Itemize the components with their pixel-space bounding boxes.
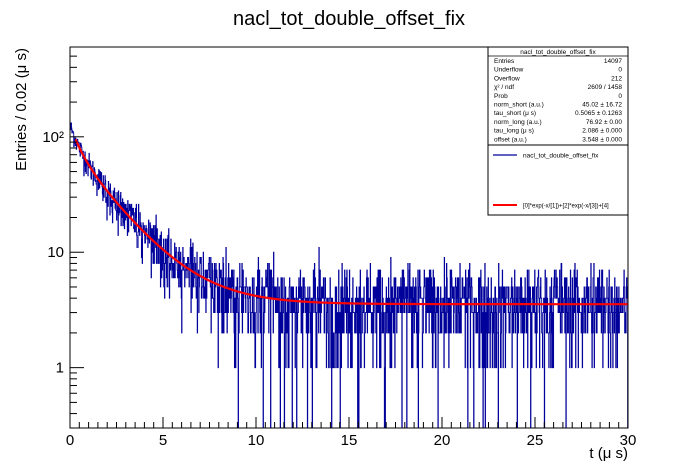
stats-row-label: χ² / ndf — [494, 84, 514, 91]
x-tick-label: 5 — [159, 432, 167, 449]
stats-row-label: tau_long (μ s) — [494, 128, 534, 135]
legend: nacl_tot_double_offset_fix [0]*exp(-x/[1… — [487, 144, 629, 216]
stats-box-frame — [487, 46, 629, 146]
stats-row-label: offset (a.u.) — [494, 136, 527, 143]
stats-row-value: 0 — [618, 93, 622, 100]
stats-row-value: 14097 — [604, 58, 622, 65]
stats-row-label: Entries — [494, 58, 515, 65]
stats-row-value: 212 — [611, 75, 622, 82]
x-tick-label: 30 — [620, 432, 637, 449]
stats-row-value: 2.086 ± 0.000 — [582, 128, 622, 135]
stats-row-value: 0 — [618, 67, 622, 74]
stats-row-value: 76.92 ± 0.00 — [586, 119, 622, 126]
stats-row-value: 3.548 ± 0.000 — [582, 136, 622, 143]
x-tick-label: 0 — [66, 432, 74, 449]
stats-row-label: Overflow — [494, 75, 520, 82]
x-tick-label: 15 — [341, 432, 358, 449]
x-tick-label: 20 — [434, 432, 451, 449]
legend-entry-fit: [0]*exp(-x/[1])+[2]*exp(-x/[3])+[4] — [523, 204, 609, 210]
stats-row-label: norm_short (a.u.) — [494, 102, 544, 109]
x-tick-label: 10 — [248, 432, 265, 449]
stats-row-label: Underflow — [494, 67, 524, 74]
stats-row-value: 2609 / 1458 — [588, 84, 623, 91]
stats-row-label: norm_long (a.u.) — [494, 119, 542, 126]
fit-layer — [74, 138, 628, 306]
stats-row-value: 45.02 ± 16.72 — [582, 102, 622, 109]
y-axis: 1 10 10² — [42, 46, 84, 429]
chart-title: nacl_tot_double_offset_fix — [233, 8, 465, 30]
legend-entry-hist: nacl_tot_double_offset_fix — [523, 153, 599, 160]
stats-row-label: tau_short (μ s) — [494, 110, 536, 117]
x-tick-label: 25 — [527, 432, 544, 449]
fit-curve — [74, 138, 628, 306]
stats-box-title: nacl_tot_double_offset_fix — [520, 49, 596, 56]
x-axis: 0 5 10 15 20 25 30 — [66, 417, 637, 449]
y-axis-label: Entries / 0.02 (μ s) — [13, 48, 30, 171]
histogram-series — [70, 122, 628, 428]
legend-frame — [487, 144, 629, 216]
x-axis-label: t (μ s) — [589, 445, 628, 462]
y-tick-label: 1 — [56, 360, 64, 377]
stats-box: nacl_tot_double_offset_fix Entries 14097 U… — [487, 46, 629, 146]
y-tick-label: 10² — [42, 129, 64, 146]
stats-row-label: Prob — [494, 93, 508, 100]
stats-row-value: 0.5065 ± 0.1263 — [575, 110, 622, 117]
y-tick-label: 10 — [47, 244, 64, 261]
histogram-layer — [70, 122, 628, 428]
